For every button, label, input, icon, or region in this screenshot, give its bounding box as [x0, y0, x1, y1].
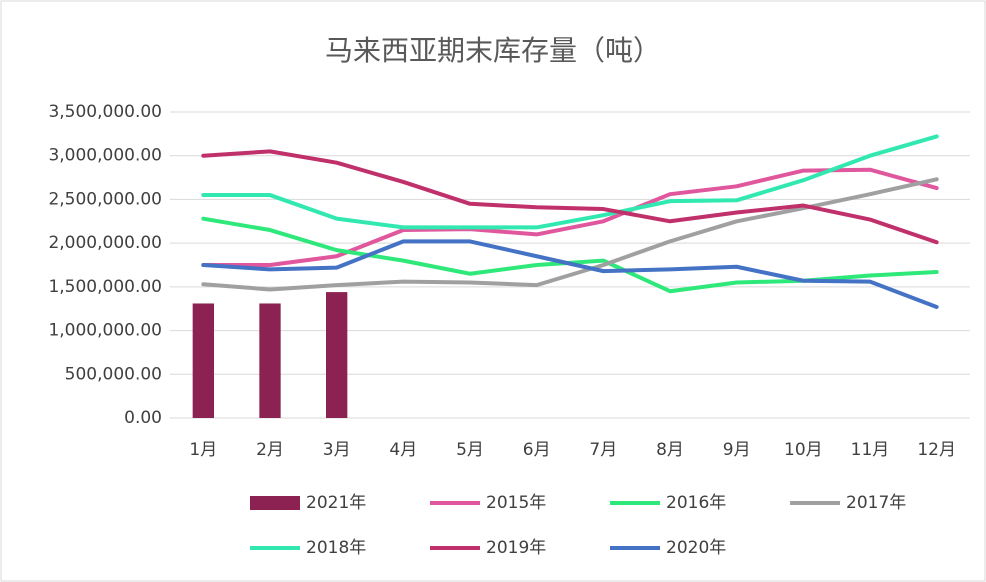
legend-label: 2020年 — [666, 538, 726, 558]
line — [201, 149, 939, 245]
x-tick-label: 3月 — [323, 440, 351, 460]
y-tick-label: 2,000,000.00 — [48, 233, 162, 253]
x-tick-label: 6月 — [523, 440, 551, 460]
y-tick-label: 3,000,000.00 — [48, 146, 162, 166]
legend-label: 2021年 — [306, 493, 366, 513]
chart-title: 马来西亚期末库存量（吨） — [325, 34, 661, 67]
bar — [259, 303, 281, 418]
x-tick-label: 8月 — [656, 440, 684, 460]
y-tick-label: 1,000,000.00 — [48, 321, 162, 341]
x-tick-label: 2月 — [256, 440, 284, 460]
y-tick-label: 2,500,000.00 — [48, 189, 162, 209]
legend-label: 2019年 — [486, 538, 546, 558]
x-tick-label: 1月 — [189, 440, 217, 460]
y-tick-label: 3,500,000.00 — [48, 102, 162, 122]
line — [201, 167, 939, 267]
legend-label: 2017年 — [846, 493, 906, 513]
x-tick-label: 4月 — [389, 440, 417, 460]
legend-swatch — [250, 496, 300, 510]
y-tick-label: 0.00 — [124, 408, 162, 428]
x-tick-label: 11月 — [851, 440, 890, 460]
line — [201, 239, 939, 309]
legend-label: 2015年 — [486, 493, 546, 513]
x-tick-label: 7月 — [589, 440, 617, 460]
x-tick-label: 10月 — [784, 440, 823, 460]
bar — [326, 292, 348, 418]
legend-label: 2016年 — [666, 493, 726, 513]
legend-label: 2018年 — [306, 538, 366, 558]
x-tick-label: 9月 — [723, 440, 751, 460]
line — [201, 134, 939, 230]
x-tick-label: 12月 — [917, 440, 956, 460]
y-tick-label: 1,500,000.00 — [48, 277, 162, 297]
y-tick-label: 500,000.00 — [65, 364, 162, 384]
bar — [192, 303, 214, 418]
x-tick-label: 5月 — [456, 440, 484, 460]
